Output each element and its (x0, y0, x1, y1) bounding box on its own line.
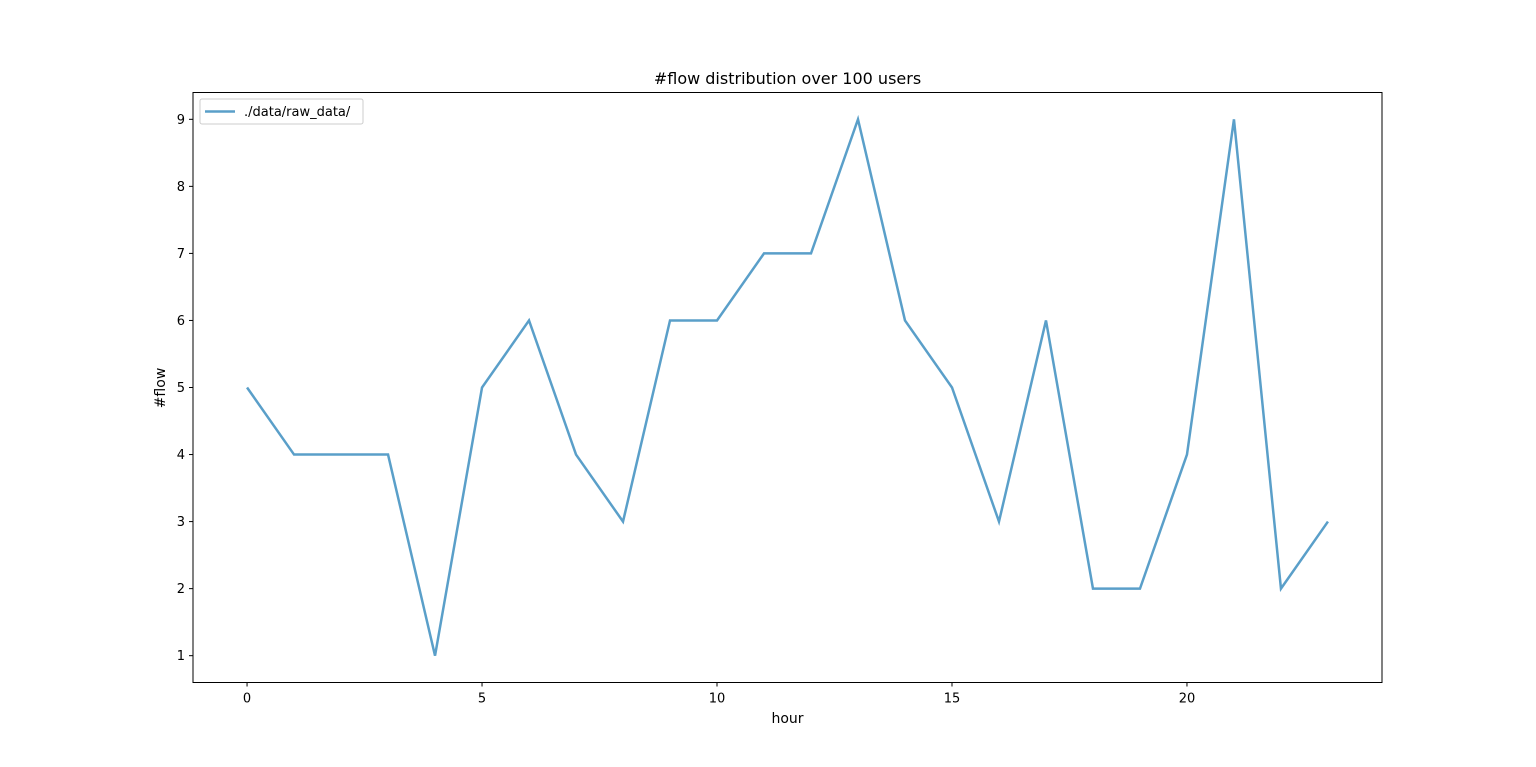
y-axis: 1 2 3 4 5 6 7 8 9 (177, 113, 193, 664)
legend-label: ./data/raw_data/ (244, 105, 351, 120)
y-tick-label: 8 (177, 180, 185, 195)
series-line-0 (246, 114, 1329, 656)
x-tick-label: 15 (944, 692, 961, 707)
x-tick-label: 5 (478, 692, 486, 707)
y-tick-label: 2 (177, 582, 185, 597)
y-tick-label: 3 (177, 515, 185, 530)
x-tick-label: 20 (1179, 692, 1196, 707)
legend: ./data/raw_data/ (199, 98, 364, 125)
x-tick-label: 0 (243, 692, 251, 707)
x-axis-title: hour (771, 711, 803, 727)
chart-title: #flow distribution over 100 users (654, 69, 921, 88)
legend-box (199, 98, 364, 125)
y-tick-label: 5 (177, 381, 185, 396)
x-axis: 0 5 10 15 20 (243, 682, 1196, 707)
y-tick-label: 1 (177, 649, 185, 664)
y-tick-label: 7 (177, 247, 185, 262)
x-tick-label: 10 (709, 692, 726, 707)
y-tick-label: 4 (177, 448, 185, 463)
y-tick-label: 9 (177, 113, 185, 128)
y-tick-label: 6 (177, 314, 185, 329)
y-axis-title: #flow (153, 368, 169, 409)
plot-area (192, 92, 1383, 683)
series-layer (246, 114, 1329, 656)
